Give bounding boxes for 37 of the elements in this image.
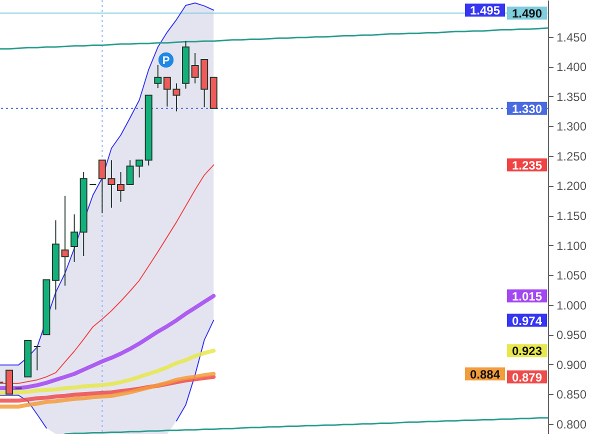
annotation: P	[162, 55, 170, 67]
y-tick-label: 1.050	[556, 268, 587, 283]
line-series	[0, 164, 214, 384]
annotation: 0.879	[512, 370, 542, 384]
candlestick	[154, 64, 162, 89]
annotation: 1.015	[512, 289, 542, 304]
y-tick-label: 1.350	[556, 90, 587, 104]
annotation: 0.884	[470, 367, 500, 382]
y-tick-label: 1.200	[556, 179, 587, 194]
y-tick-label: 1.000	[556, 298, 587, 312]
annotation: 1.495	[470, 4, 500, 18]
candlestick	[6, 370, 14, 395]
line-series	[0, 27, 548, 50]
y-tick-label: 0.900	[556, 358, 587, 372]
ref-line-label: 1.330	[512, 102, 542, 116]
candlestick	[116, 172, 124, 202]
y-tick-label: 1.400	[556, 60, 587, 74]
y-tick-label: 1.100	[556, 238, 587, 253]
line-series	[0, 2, 214, 366]
candlestick	[61, 195, 69, 286]
line-series	[0, 372, 216, 409]
line-series	[64, 417, 548, 434]
annotation: 1.235	[512, 158, 542, 172]
y-tick-label: 1.250	[556, 149, 587, 164]
line-series	[0, 348, 216, 395]
y-tick-label: 0.800	[556, 417, 587, 432]
y-tick-label: 1.300	[556, 120, 587, 134]
annotation: 0.974	[512, 314, 542, 328]
candlestick	[70, 214, 78, 262]
y-tick-label: 0.850	[556, 388, 587, 402]
line-series	[0, 294, 216, 390]
ref-line-label: 1.490	[512, 6, 542, 21]
y-tick-label: 0.950	[556, 328, 587, 342]
candlestick	[33, 346, 41, 371]
y-tick-label: 1.450	[556, 30, 587, 44]
y-tick-label: 1.150	[556, 209, 587, 224]
annotation: 0.923	[512, 344, 542, 358]
